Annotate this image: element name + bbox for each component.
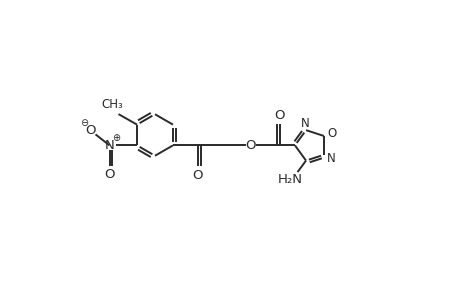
Text: O: O (104, 168, 115, 182)
Text: O: O (274, 109, 285, 122)
Text: H₂N: H₂N (277, 173, 302, 186)
Text: N: N (105, 139, 114, 152)
Text: ⊖: ⊖ (80, 118, 88, 128)
Text: N: N (301, 117, 309, 130)
Text: ⊕: ⊕ (112, 134, 120, 143)
Text: O: O (85, 124, 95, 137)
Text: O: O (326, 127, 336, 140)
Text: CH₃: CH₃ (101, 98, 123, 111)
Text: O: O (245, 139, 256, 152)
Text: O: O (192, 169, 203, 182)
Text: N: N (326, 152, 335, 165)
